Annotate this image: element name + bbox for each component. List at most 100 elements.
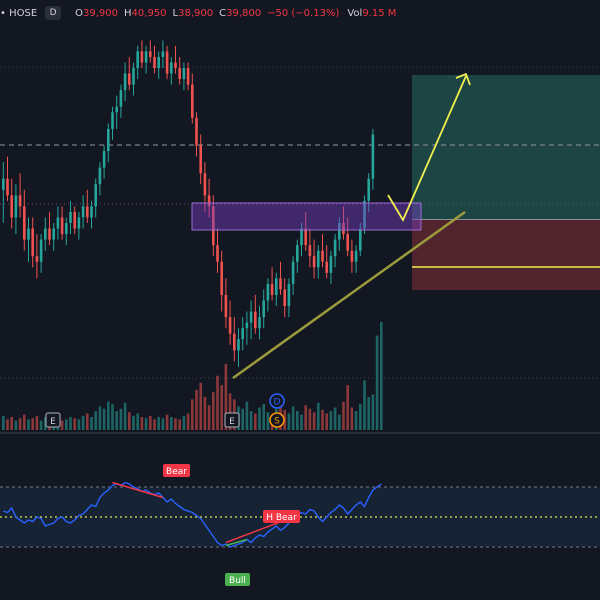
candle-body — [44, 228, 47, 240]
volume-bar — [216, 375, 219, 430]
candle-body — [371, 134, 375, 179]
volume-value: 9.15 M — [362, 7, 397, 19]
bear-label: Bear — [166, 467, 187, 477]
volume-bar — [111, 404, 114, 430]
candle-body — [321, 250, 324, 262]
volume-bar — [60, 420, 64, 430]
interval-flag[interactable]: D — [45, 6, 62, 20]
bull-label: Bull — [229, 576, 246, 586]
candle-body — [31, 228, 34, 257]
volume-bar — [212, 392, 215, 430]
volume-bar — [262, 404, 265, 430]
candle-body — [312, 256, 316, 268]
volume-bar — [287, 413, 291, 430]
candle-body — [178, 68, 181, 80]
candle-body — [300, 228, 303, 246]
volume-bar — [359, 404, 362, 430]
candle-body — [77, 217, 81, 229]
symbol-exchange[interactable]: • HOSE — [0, 7, 38, 19]
volume-bar — [23, 414, 26, 430]
candle-body — [170, 62, 173, 74]
candle-body — [329, 256, 333, 273]
volume-bar — [132, 415, 135, 430]
volume-bar — [296, 411, 299, 430]
candle-body — [207, 195, 211, 207]
volume-bar — [65, 419, 68, 430]
volume-bar — [304, 405, 307, 430]
candle-body — [174, 62, 177, 68]
volume-bar — [207, 405, 211, 430]
candle-body — [233, 333, 236, 351]
volume-bar — [153, 419, 156, 430]
event-markers[interactable]: E E DS — [45, 393, 285, 428]
volume-bar — [338, 414, 341, 430]
candle-body — [333, 239, 337, 257]
change-value: −50 (−0.13%) — [267, 7, 340, 19]
candle-body — [262, 300, 265, 318]
volume-bar — [119, 408, 123, 430]
candle-body — [258, 317, 261, 329]
volume-bar — [18, 418, 22, 430]
candle-body — [367, 178, 370, 201]
candle-body — [216, 245, 219, 262]
rsi-pane[interactable]: Bear H Bear Bull — [0, 464, 600, 586]
close-label: C — [219, 7, 227, 19]
position-tool[interactable] — [412, 75, 600, 290]
dividend-marker-ring — [269, 393, 285, 409]
earnings-marker-box — [45, 412, 61, 428]
candle-body — [123, 73, 127, 91]
candle-body — [287, 283, 291, 307]
volume-bar — [140, 417, 144, 430]
earnings-marker: E — [50, 417, 56, 427]
volume-bar — [157, 417, 160, 430]
candle-body — [157, 56, 160, 68]
target-zone — [412, 75, 600, 220]
candle-body — [237, 339, 240, 351]
volume-bar — [98, 406, 102, 430]
volume-bar — [191, 399, 194, 430]
candle-body — [60, 217, 64, 235]
candle-body — [195, 117, 198, 146]
close-value: 39,800 — [226, 7, 262, 19]
candle-body — [203, 173, 207, 196]
candle-body — [18, 195, 22, 207]
volume-bar — [90, 417, 93, 430]
volume-bar — [228, 393, 232, 430]
candle-body — [279, 278, 282, 290]
candle-body — [6, 178, 9, 196]
open-label: O — [75, 7, 84, 19]
volume-bar — [203, 396, 207, 430]
candle-body — [107, 128, 110, 152]
low-value: 38,900 — [178, 7, 214, 19]
split-marker-ring — [269, 412, 285, 428]
candle-body — [73, 211, 76, 229]
candle-body — [291, 261, 295, 284]
resistance-zone-box — [191, 202, 422, 231]
candle-body — [65, 223, 68, 235]
candle-body — [52, 228, 55, 240]
drawings[interactable] — [191, 72, 471, 380]
candle-body — [144, 51, 148, 63]
volume-bar — [224, 363, 228, 430]
candle-body — [161, 51, 165, 57]
volume-bar — [249, 411, 253, 430]
candle-body — [10, 195, 13, 218]
candle-body — [182, 68, 186, 80]
candle-body — [228, 317, 232, 334]
split-marker: S — [274, 417, 280, 427]
candle-body — [132, 68, 135, 85]
volume-bar — [27, 419, 30, 430]
bear-label-bg — [163, 464, 190, 477]
bull-divergence-line — [225, 538, 248, 547]
volume-bar — [354, 411, 358, 430]
volume-bar — [86, 413, 89, 430]
dividend-marker: D — [274, 398, 281, 408]
candle-body — [363, 200, 366, 229]
candle-body — [212, 206, 215, 246]
candle-body — [346, 234, 349, 251]
candle-body — [308, 245, 312, 257]
volume-bar — [317, 402, 320, 430]
volume-bar — [161, 418, 165, 430]
